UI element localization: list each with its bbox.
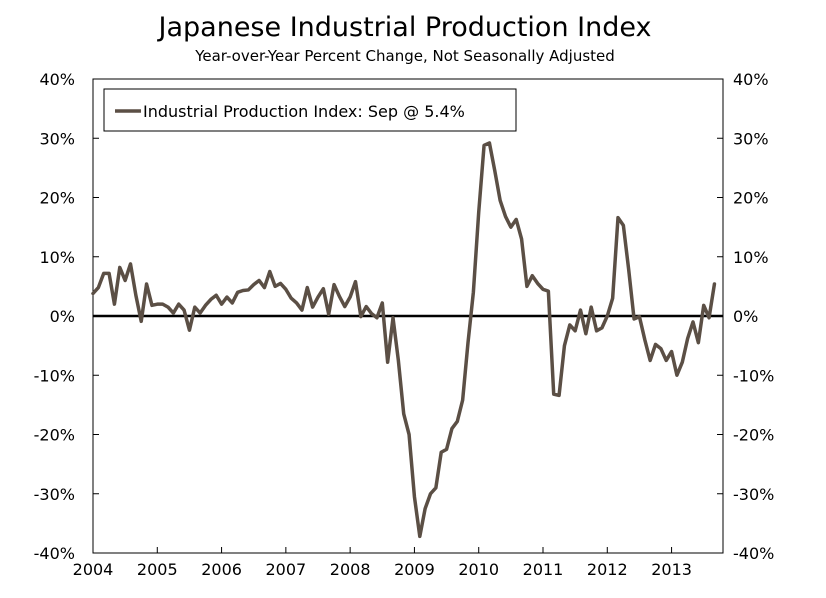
y-tick-label-left: -40% [34, 544, 75, 563]
y-tick-label-right: -30% [733, 485, 774, 504]
x-tick-label: 2008 [330, 560, 371, 579]
x-tick-label: 2007 [265, 560, 306, 579]
x-tick-label: 2004 [73, 560, 114, 579]
y-tick-label-right: 40% [733, 70, 769, 89]
y-tick-label-right: -40% [733, 544, 774, 563]
y-axis-left: 40% 30% 20% 10% 0% -10% -20% -30% -40% [34, 70, 99, 563]
x-tick-label: 2005 [137, 560, 178, 579]
x-tick-label: 2013 [651, 560, 692, 579]
y-tick-label-left: 30% [39, 129, 75, 148]
y-tick-label-left: 40% [39, 70, 75, 89]
y-tick-label-left: 20% [39, 189, 75, 208]
y-tick-label-left: 0% [50, 307, 75, 326]
chart-title: Japanese Industrial Production Index [157, 12, 652, 43]
y-tick-label-right: 30% [733, 129, 769, 148]
y-tick-label-right: 10% [733, 248, 769, 267]
x-tick-label: 2006 [201, 560, 242, 579]
y-tick-label-right: 20% [733, 189, 769, 208]
x-tick-label: 2011 [523, 560, 564, 579]
chart-subtitle: Year-over-Year Percent Change, Not Seaso… [194, 47, 615, 65]
y-tick-label-left: -30% [34, 485, 75, 504]
y-tick-label-right: -20% [733, 426, 774, 445]
legend-entry-label: Industrial Production Index: Sep @ 5.4% [143, 102, 465, 121]
legend: Industrial Production Index: Sep @ 5.4% [103, 88, 517, 132]
x-tick-label: 2010 [458, 560, 499, 579]
y-axis-right: 40% 30% 20% 10% 0% -10% -20% -30% -40% [717, 70, 774, 563]
x-tick-label: 2009 [394, 560, 435, 579]
y-tick-label-left: -10% [34, 366, 75, 385]
series-line-industrial-production [91, 141, 717, 539]
legend-box [103, 88, 517, 132]
y-tick-label-left: 10% [39, 248, 75, 267]
y-tick-label-left: -20% [34, 426, 75, 445]
y-tick-label-right: -10% [733, 366, 774, 385]
series-points [93, 143, 714, 536]
x-axis: 2004 2005 2006 2007 2008 2009 2010 2011 2012 2013 [73, 547, 692, 579]
y-tick-label-right: 0% [733, 307, 758, 326]
x-tick-label: 2012 [587, 560, 628, 579]
